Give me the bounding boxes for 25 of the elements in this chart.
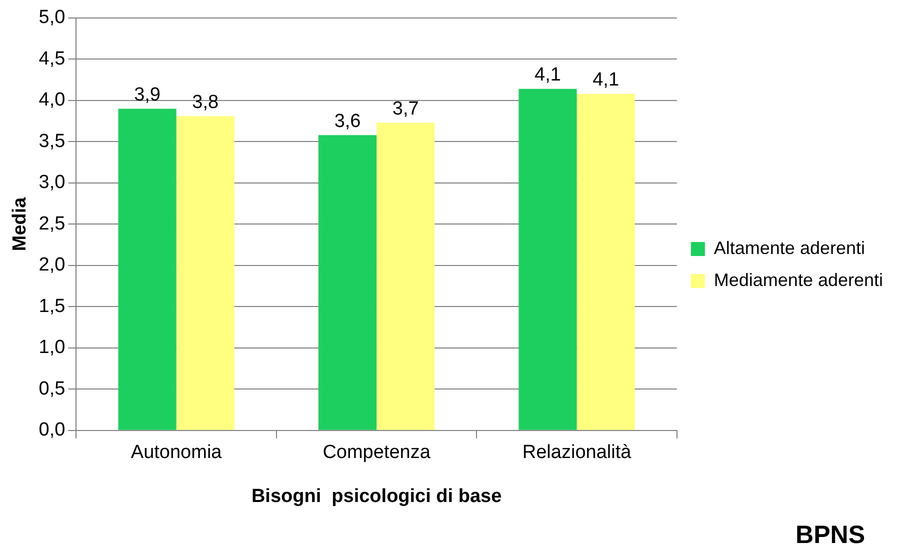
data-label: 4,1 [534,64,561,86]
y-tick-label: 2,5 [38,213,66,234]
y-tick-label: 0,0 [38,420,66,441]
data-label: 4,1 [592,70,620,91]
y-tick-label: 3,5 [38,130,66,152]
data-label: 3,7 [392,98,419,120]
y-tick-label: 1,0 [38,337,66,358]
text: BPNS [796,521,865,550]
y-axis-title: Media [10,196,31,252]
y-tick-label: 2,0 [38,254,66,276]
legend-label: Altamente aderenti [714,238,865,258]
x-tick-label: Autonomia [130,442,222,464]
x-axis-title: Bisogni psicologici di base [251,486,502,507]
y-tick-label: 4,0 [38,90,66,111]
y-tick-label: 0,5 [38,378,66,400]
data-label: 3,6 [334,110,361,132]
data-label: 3,9 [134,84,161,106]
y-tick-label: 5,0 [38,7,66,28]
y-tick-label: 3,0 [38,172,66,194]
x-tick-label: Relazionalità [522,442,632,464]
y-tick-label: 4,5 [38,48,66,70]
legend-label: Mediamente aderenti [714,270,884,290]
y-tick-label: 1,5 [38,296,66,317]
x-tick-label: Competenza [322,442,431,464]
data-label: 3,8 [192,92,219,113]
